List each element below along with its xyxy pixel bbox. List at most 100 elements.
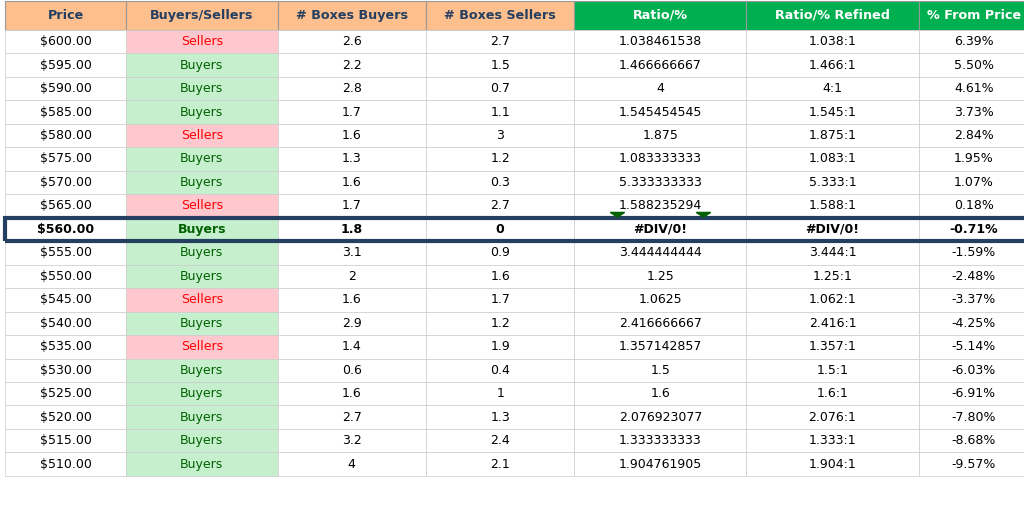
FancyBboxPatch shape (919, 100, 1024, 124)
Text: -7.80%: -7.80% (951, 411, 996, 424)
FancyBboxPatch shape (746, 124, 919, 147)
FancyBboxPatch shape (426, 265, 574, 288)
Text: -0.71%: -0.71% (949, 223, 998, 236)
Text: 1.038461538: 1.038461538 (618, 35, 702, 48)
FancyBboxPatch shape (278, 100, 426, 124)
FancyBboxPatch shape (426, 358, 574, 382)
Text: $520.00: $520.00 (40, 411, 91, 424)
Text: 1.6: 1.6 (650, 387, 671, 400)
Text: 1.4: 1.4 (342, 340, 361, 353)
Text: 2.416:1: 2.416:1 (809, 317, 856, 330)
FancyBboxPatch shape (278, 288, 426, 312)
Text: -9.57%: -9.57% (951, 457, 996, 471)
FancyBboxPatch shape (126, 217, 278, 241)
FancyBboxPatch shape (5, 124, 126, 147)
Text: 0.6: 0.6 (342, 364, 361, 377)
Text: Buyers: Buyers (180, 387, 223, 400)
FancyBboxPatch shape (278, 77, 426, 100)
Text: # Boxes Buyers: # Boxes Buyers (296, 9, 408, 22)
Text: 2.7: 2.7 (490, 35, 510, 48)
FancyBboxPatch shape (5, 194, 126, 217)
FancyBboxPatch shape (426, 53, 574, 77)
FancyBboxPatch shape (126, 124, 278, 147)
FancyBboxPatch shape (746, 100, 919, 124)
FancyBboxPatch shape (278, 335, 426, 358)
FancyBboxPatch shape (426, 406, 574, 429)
FancyBboxPatch shape (5, 30, 126, 53)
FancyBboxPatch shape (5, 429, 126, 452)
FancyBboxPatch shape (746, 312, 919, 335)
Text: 2: 2 (348, 270, 355, 283)
Text: 1.875:1: 1.875:1 (809, 129, 856, 142)
Text: 1.8: 1.8 (341, 223, 362, 236)
FancyBboxPatch shape (5, 358, 126, 382)
FancyBboxPatch shape (5, 1, 126, 30)
FancyBboxPatch shape (5, 147, 126, 171)
FancyBboxPatch shape (919, 312, 1024, 335)
FancyBboxPatch shape (5, 382, 126, 406)
FancyBboxPatch shape (126, 452, 278, 476)
FancyBboxPatch shape (919, 429, 1024, 452)
FancyBboxPatch shape (919, 53, 1024, 77)
Text: 2.84%: 2.84% (954, 129, 993, 142)
Text: $585.00: $585.00 (40, 105, 91, 118)
FancyBboxPatch shape (919, 30, 1024, 53)
Text: -6.91%: -6.91% (951, 387, 996, 400)
Text: 1.083333333: 1.083333333 (618, 152, 702, 166)
FancyBboxPatch shape (746, 147, 919, 171)
FancyBboxPatch shape (746, 217, 919, 241)
FancyBboxPatch shape (5, 53, 126, 77)
Text: 1.466:1: 1.466:1 (809, 59, 856, 72)
Text: $570.00: $570.00 (40, 176, 91, 189)
FancyBboxPatch shape (126, 194, 278, 217)
Text: 1.6:1: 1.6:1 (816, 387, 849, 400)
Text: Price: Price (47, 9, 84, 22)
FancyBboxPatch shape (919, 452, 1024, 476)
Text: 1.6: 1.6 (342, 293, 361, 307)
Text: Buyers: Buyers (180, 270, 223, 283)
Text: Buyers/Sellers: Buyers/Sellers (151, 9, 253, 22)
FancyBboxPatch shape (5, 265, 126, 288)
FancyBboxPatch shape (126, 171, 278, 194)
Text: 3.444444444: 3.444444444 (620, 246, 701, 259)
Text: % From Price: % From Price (927, 9, 1021, 22)
Text: Buyers: Buyers (177, 223, 226, 236)
Text: $510.00: $510.00 (40, 457, 91, 471)
Text: 1.6: 1.6 (490, 270, 510, 283)
Text: #DIV/0!: #DIV/0! (634, 223, 687, 236)
Text: 6.39%: 6.39% (954, 35, 993, 48)
Text: $555.00: $555.00 (40, 246, 91, 259)
Text: 1.7: 1.7 (490, 293, 510, 307)
Text: $595.00: $595.00 (40, 59, 91, 72)
Text: $580.00: $580.00 (40, 129, 91, 142)
FancyBboxPatch shape (278, 124, 426, 147)
FancyBboxPatch shape (278, 358, 426, 382)
FancyBboxPatch shape (5, 452, 126, 476)
FancyBboxPatch shape (126, 265, 278, 288)
Text: 1.25:1: 1.25:1 (813, 270, 852, 283)
Text: Ratio/% Refined: Ratio/% Refined (775, 9, 890, 22)
FancyBboxPatch shape (746, 452, 919, 476)
Text: 4: 4 (656, 82, 665, 95)
FancyBboxPatch shape (746, 194, 919, 217)
FancyBboxPatch shape (5, 100, 126, 124)
Text: $545.00: $545.00 (40, 293, 91, 307)
FancyBboxPatch shape (574, 53, 746, 77)
Text: -4.25%: -4.25% (951, 317, 996, 330)
FancyBboxPatch shape (746, 77, 919, 100)
Text: 0.4: 0.4 (490, 364, 510, 377)
FancyBboxPatch shape (426, 335, 574, 358)
FancyBboxPatch shape (574, 124, 746, 147)
Text: 2.416666667: 2.416666667 (620, 317, 701, 330)
Text: 2.4: 2.4 (490, 434, 510, 447)
Text: $530.00: $530.00 (40, 364, 91, 377)
FancyBboxPatch shape (919, 241, 1024, 265)
FancyBboxPatch shape (426, 124, 574, 147)
FancyBboxPatch shape (426, 217, 574, 241)
FancyBboxPatch shape (126, 358, 278, 382)
FancyBboxPatch shape (746, 406, 919, 429)
FancyBboxPatch shape (5, 312, 126, 335)
FancyBboxPatch shape (426, 429, 574, 452)
Text: Sellers: Sellers (180, 293, 223, 307)
FancyBboxPatch shape (919, 382, 1024, 406)
